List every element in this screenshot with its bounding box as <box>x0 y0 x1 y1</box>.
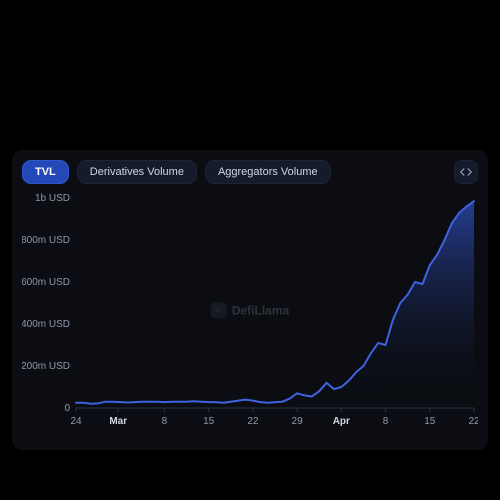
svg-text:24: 24 <box>70 416 82 427</box>
tab-derivatives-volume[interactable]: Derivatives Volume <box>77 160 197 184</box>
svg-text:800m USD: 800m USD <box>22 235 70 246</box>
svg-text:22: 22 <box>247 416 259 427</box>
svg-text:400m USD: 400m USD <box>22 319 70 330</box>
embed-code-button[interactable] <box>454 160 478 184</box>
chart-area: DefiLlama 0200m USD400m USD600m USD800m … <box>22 192 478 432</box>
svg-text:600m USD: 600m USD <box>22 277 70 288</box>
svg-text:15: 15 <box>203 416 215 427</box>
svg-text:8: 8 <box>383 416 389 427</box>
chart-svg: 0 200m USD 400m USD 600m USD 800m USD 1b USD 2… <box>22 192 478 432</box>
svg-text:0: 0 <box>64 403 70 414</box>
svg-text:29: 29 <box>292 416 304 427</box>
svg-text:22: 22 <box>468 416 478 427</box>
svg-text:Apr: Apr <box>333 416 350 427</box>
code-icon <box>459 165 473 179</box>
svg-text:8: 8 <box>162 416 168 427</box>
tabs-row: TVL Derivatives Volume Aggregators Volum… <box>22 160 478 184</box>
tab-tvl[interactable]: TVL <box>22 160 69 184</box>
svg-text:200m USD: 200m USD <box>22 361 70 372</box>
svg-text:1b USD: 1b USD <box>35 193 70 204</box>
svg-text:15: 15 <box>424 416 436 427</box>
tab-aggregators-volume[interactable]: Aggregators Volume <box>205 160 331 184</box>
svg-text:Mar: Mar <box>109 416 127 427</box>
chart-panel: TVL Derivatives Volume Aggregators Volum… <box>12 150 488 450</box>
